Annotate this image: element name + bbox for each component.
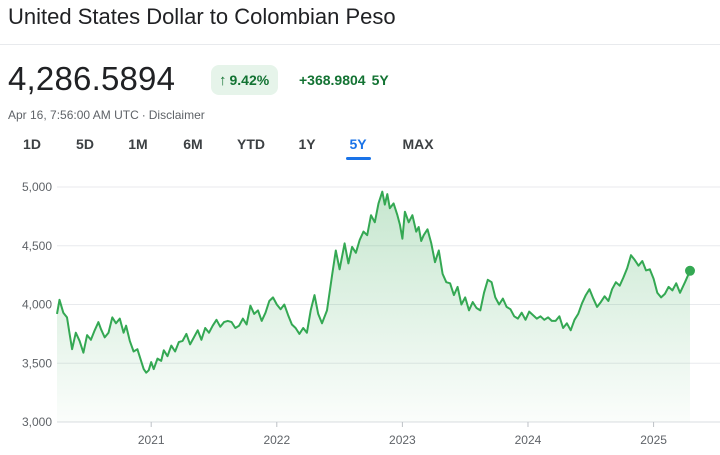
percent-change-badge: ↑ 9.42% xyxy=(211,65,279,95)
tab-ytd[interactable]: YTD xyxy=(237,136,265,152)
x-tick-label: 2025 xyxy=(640,433,667,447)
absolute-change: +368.9804 5Y xyxy=(299,72,389,88)
tab-6m[interactable]: 6M xyxy=(183,136,203,152)
y-tick-label: 3,000 xyxy=(22,415,52,429)
x-tick-label: 2023 xyxy=(389,433,416,447)
meta-separator: · xyxy=(141,108,146,122)
disclaimer-link[interactable]: Disclaimer xyxy=(148,108,205,122)
x-tick-label: 2024 xyxy=(515,433,542,447)
quote-meta: Apr 16, 7:56:00 AM UTC · Disclaimer xyxy=(8,108,205,122)
percent-change-value: 9.42% xyxy=(229,72,270,88)
y-tick-label: 5,000 xyxy=(22,180,52,194)
y-tick-label: 4,000 xyxy=(22,298,52,312)
arrow-up-icon: ↑ xyxy=(219,71,227,89)
active-tab-indicator xyxy=(346,157,371,160)
tab-1y[interactable]: 1Y xyxy=(298,136,316,152)
absolute-change-period: 5Y xyxy=(371,72,389,88)
page-title: United States Dollar to Colombian Peso xyxy=(8,4,396,29)
tab-1m[interactable]: 1M xyxy=(128,136,148,152)
range-tabs: 1D 5D 1M 6M YTD 1Y 5Y MAX xyxy=(0,136,460,162)
price-area-fill xyxy=(57,191,690,422)
price-chart[interactable]: 5,000 4,500 4,000 3,500 3,000 2021 2022 2023 202… xyxy=(0,170,720,455)
tab-5d[interactable]: 5D xyxy=(76,136,94,152)
current-price-marker xyxy=(685,265,695,276)
x-tick-label: 2022 xyxy=(263,433,290,447)
y-tick-label: 4,500 xyxy=(22,239,52,253)
chart-x-ticks xyxy=(150,422,655,427)
absolute-change-value: +368.9804 xyxy=(299,72,366,88)
y-tick-label: 3,500 xyxy=(22,356,52,370)
tab-5y[interactable]: 5Y xyxy=(349,136,367,152)
header-divider xyxy=(0,44,720,45)
price-series-line xyxy=(56,190,691,374)
current-price: 4,286.5894 xyxy=(8,60,176,97)
tab-max[interactable]: MAX xyxy=(402,136,434,152)
x-tick-label: 2021 xyxy=(138,433,165,447)
tab-1d[interactable]: 1D xyxy=(23,136,41,152)
quote-timestamp: Apr 16, 7:56:00 AM UTC xyxy=(8,108,139,122)
